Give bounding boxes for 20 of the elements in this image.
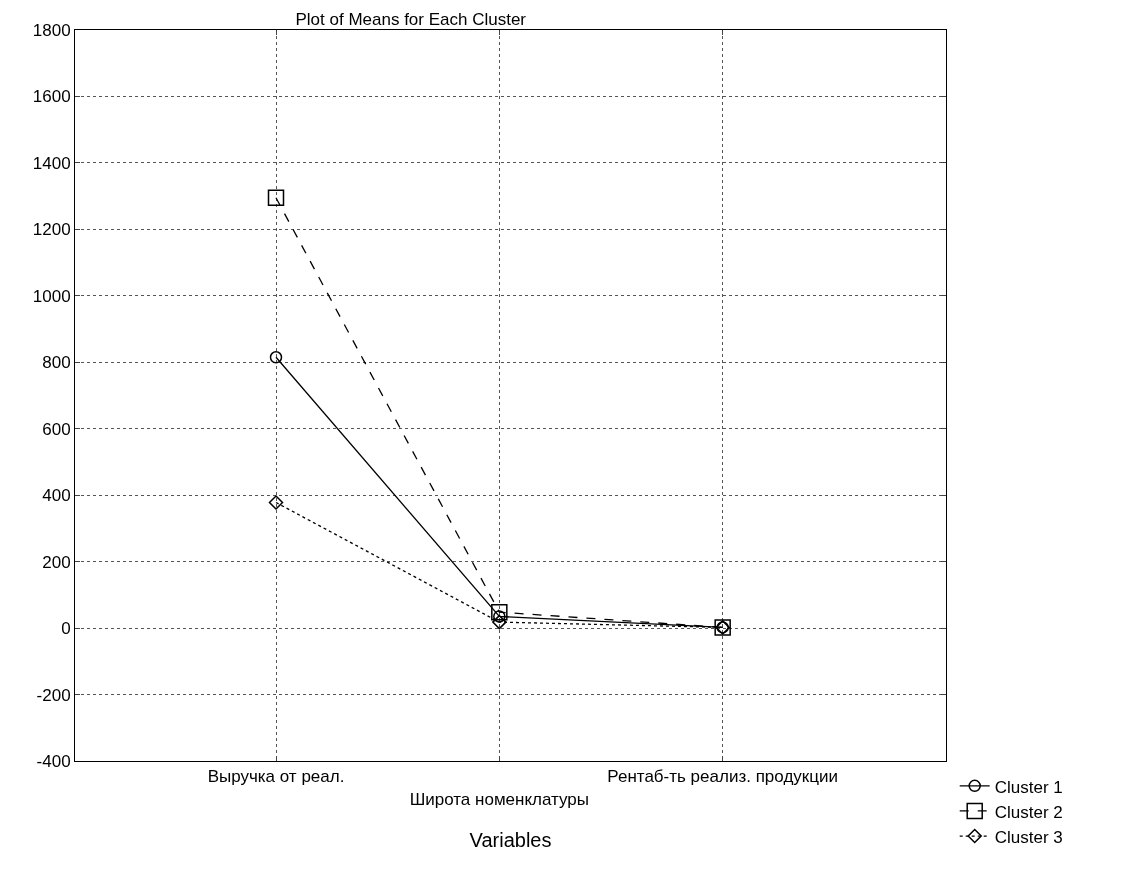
y-tick-label: 1600	[32, 87, 71, 107]
y-tick-label: 1000	[32, 286, 71, 306]
legend-label: Cluster 2	[994, 802, 1063, 822]
y-tick-label: 600	[42, 419, 71, 439]
chart-title: Plot of Means for Each Cluster	[295, 10, 527, 30]
y-tick-label: -400	[36, 751, 71, 771]
legend-label: Cluster 3	[994, 827, 1063, 847]
x-tick-label: Широта номенклатуры	[409, 789, 590, 809]
y-tick-label: 400	[42, 486, 71, 506]
y-tick-label: -200	[36, 685, 71, 705]
y-tick-label: 1200	[32, 220, 71, 240]
y-tick-label: 200	[42, 552, 71, 572]
y-tick-label: 1800	[32, 20, 71, 40]
x-axis-title: Variables	[469, 829, 552, 851]
y-tick-label: 800	[42, 353, 71, 373]
x-tick-label: Рентаб-ть реализ. продукции	[607, 767, 838, 787]
y-tick-label: 0	[61, 619, 71, 639]
y-tick-label: 1400	[32, 153, 71, 173]
x-tick-label: Выручка от реал.	[207, 767, 345, 787]
legend-label: Cluster 1	[994, 777, 1063, 797]
